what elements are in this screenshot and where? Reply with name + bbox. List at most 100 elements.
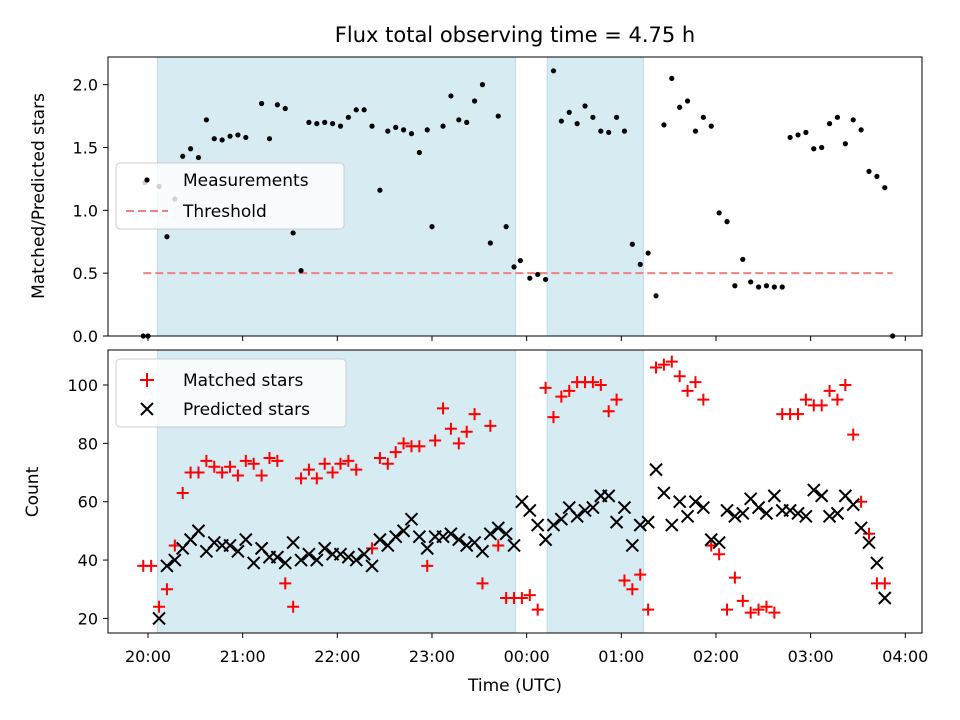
predicted-star-point [799, 509, 813, 524]
y-tick-label: 40 [78, 551, 98, 570]
predicted-star-point [854, 521, 868, 535]
predicted-star-point [538, 532, 553, 547]
x-tick-label: 01:00 [598, 647, 644, 666]
x-tick-label: 20:00 [125, 647, 171, 666]
measurement-point [456, 117, 462, 123]
matched-star-point [208, 460, 221, 473]
predicted-star-point [570, 509, 584, 524]
measurement-point [566, 109, 572, 115]
x-tick-label: 03:00 [788, 647, 834, 666]
matched-star-point [295, 472, 308, 485]
measurement-point [337, 123, 344, 129]
matched-star-point [547, 411, 560, 424]
measurement-point [692, 128, 699, 134]
matched-star-point [831, 393, 844, 406]
measurement-point [385, 128, 391, 134]
predicted-star-point [530, 518, 545, 532]
matched-star-point [815, 399, 828, 412]
matched-star-point [145, 559, 158, 572]
measurement-point [582, 103, 588, 109]
measurement-point [517, 257, 523, 264]
matched-star-point [634, 568, 647, 581]
predicted-star-point [270, 550, 285, 564]
measurement-point [779, 284, 785, 290]
measurement-point [866, 168, 872, 174]
matched-star-point [153, 600, 166, 613]
predicted-star-point [412, 530, 427, 544]
measurement-point [274, 102, 280, 108]
star-count-legend-box [115, 358, 347, 428]
predicted-star-point [633, 518, 647, 532]
measurement-point [834, 114, 841, 120]
y-tick-label: 80 [78, 434, 98, 453]
y-tick-label: 60 [78, 493, 98, 512]
predicted-star-point [523, 503, 537, 518]
measurement-point [511, 264, 517, 270]
predicted-star-point [373, 532, 387, 547]
measurement-point [440, 123, 446, 129]
matched-star-point [255, 469, 268, 482]
matched-star-point [594, 379, 607, 392]
matched-star-point [728, 571, 741, 584]
predicted-star-point [814, 489, 829, 503]
measurement-point [677, 104, 683, 110]
measurement-point [542, 276, 549, 283]
measurement-point [329, 121, 336, 127]
matched-star-point [484, 419, 497, 432]
y-tick-label: 100 [67, 376, 98, 395]
measurement-point [314, 121, 320, 127]
predicted-star-point [578, 503, 592, 518]
time-x-axis-label: Time (UTC) [467, 676, 562, 696]
measurement-point [795, 132, 801, 138]
measurement-point [874, 173, 880, 179]
measurement-point [771, 284, 777, 290]
matched-star-point [650, 361, 663, 374]
predicted-star-point [452, 532, 466, 547]
predicted-star-point [688, 495, 703, 509]
measurement-point [495, 113, 501, 119]
measurement-point [180, 153, 186, 159]
predicted-star-point [436, 530, 450, 544]
predicted-star-point [302, 547, 316, 561]
star-count-panel: 20 40 60 80 100 20:00 21:00 22:00 23:00 00:00 01:… [23, 349, 928, 696]
measurements-legend-marker [144, 177, 150, 183]
measurement-point [621, 128, 628, 134]
matched-star-point [239, 454, 252, 467]
matched-star-point [492, 539, 505, 552]
observing-window-shade-top-1 [546, 56, 644, 337]
measurement-point [613, 114, 620, 120]
predicted-star-point [231, 544, 245, 559]
flux-ratio-legend: Measurements Threshold [115, 162, 345, 230]
matched-star-point [792, 408, 805, 421]
predicted-star-point [649, 462, 663, 477]
measurement-point [479, 82, 486, 88]
matched-star-point [460, 425, 473, 438]
predicted-star-point [807, 483, 821, 497]
matched-star-point [555, 390, 568, 403]
predicted-star-point [704, 532, 718, 547]
predicted-star-point [341, 550, 356, 564]
predicted-star-point [444, 527, 458, 541]
measurement-point [227, 133, 233, 139]
predicted-star-point [665, 518, 679, 532]
measurement-point [448, 93, 454, 99]
predicted-star-point [586, 500, 600, 515]
predicted-star-point [223, 538, 237, 553]
flux-ratio-legend-box [115, 162, 345, 230]
predicted-star-point [609, 515, 624, 529]
measurement-point [724, 219, 730, 225]
matched-star-point [437, 402, 450, 415]
measurement-point [803, 129, 809, 136]
predicted-star-point [317, 541, 332, 556]
matched-star-point [160, 583, 173, 596]
matched-star-point [200, 454, 213, 467]
measurement-point [393, 124, 399, 130]
predicted-star-point [783, 503, 797, 518]
measurement-point [700, 114, 706, 120]
matched-star-point [531, 603, 544, 616]
predicted-star-point [720, 503, 734, 518]
matched-star-point [334, 457, 347, 470]
matched-star-point [476, 577, 489, 590]
measurement-point [290, 230, 296, 236]
measurement-point [645, 250, 651, 256]
